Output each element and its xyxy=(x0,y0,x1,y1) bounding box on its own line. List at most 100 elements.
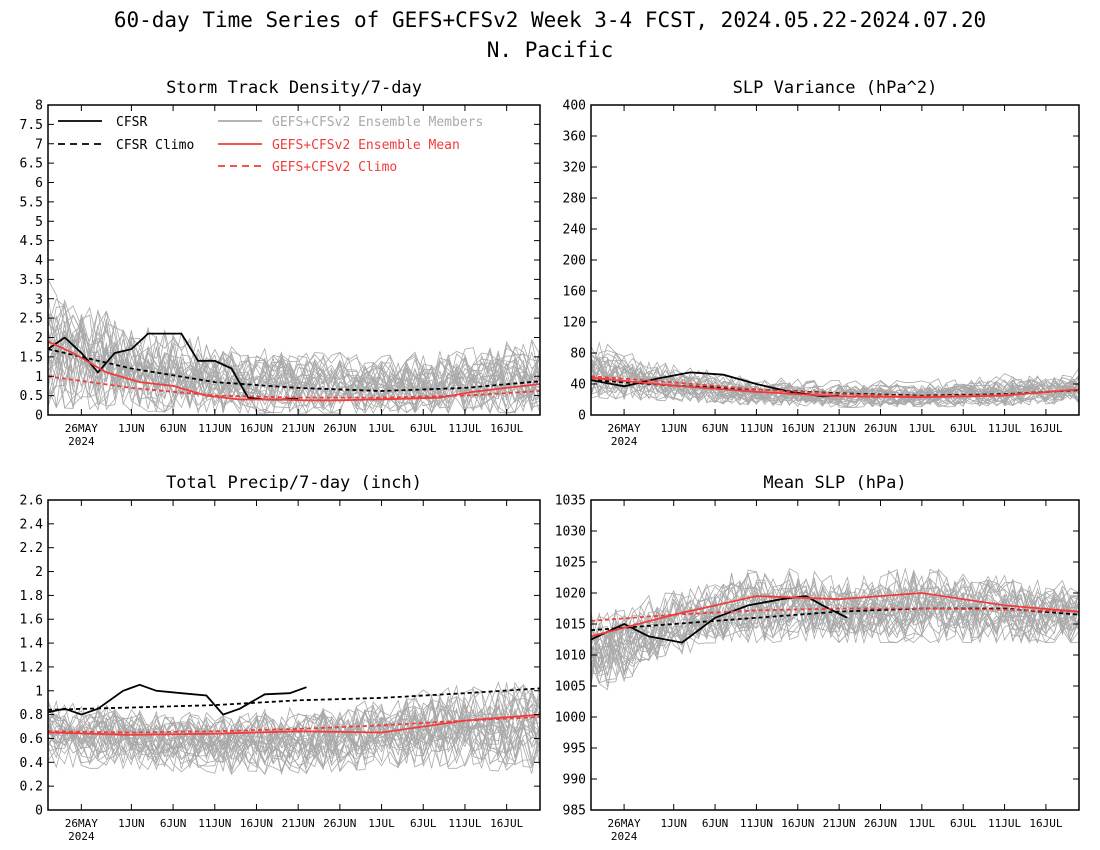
y-tick-label: 1.5 xyxy=(20,350,43,365)
y-tick-label: 1015 xyxy=(555,618,586,633)
ensemble-member-line xyxy=(47,692,541,761)
y-tick-label: 80 xyxy=(570,347,586,362)
gefs-climo-line xyxy=(47,375,541,399)
x-tick-label: 16JUL xyxy=(1029,422,1062,435)
x-tick-label: 21JUN xyxy=(282,817,315,830)
y-tick-label: 320 xyxy=(563,161,586,176)
ensemble-members xyxy=(590,341,1080,408)
gefs-climo-line xyxy=(590,607,1080,622)
ensemble-mean-line xyxy=(47,340,541,402)
y-tick-label: 4 xyxy=(35,254,43,269)
y-tick-label: 240 xyxy=(563,223,586,238)
x-tick-label: 6JUL xyxy=(950,422,977,435)
x-tick-label: 6JUL xyxy=(410,422,437,435)
x-tick-label: 6JUN xyxy=(160,817,187,830)
y-tick-label: 2.5 xyxy=(20,312,43,327)
ensemble-member-line xyxy=(590,364,1080,408)
plot-frame xyxy=(47,499,541,811)
x-tick-label: 11JUN xyxy=(198,817,231,830)
ensemble-member-line xyxy=(590,577,1080,676)
x-tick-label: 6JUL xyxy=(410,817,437,830)
legend-climo-label: GEFS+CFSv2 Climo xyxy=(272,160,397,175)
ensemble-members xyxy=(47,279,541,415)
y-tick-label: 2 xyxy=(35,565,43,580)
y-tick-label: 2 xyxy=(35,331,43,346)
x-tick-label: 26JUN xyxy=(864,422,897,435)
ensemble-member-line xyxy=(47,703,541,771)
y-tick-label: 7.5 xyxy=(20,118,43,133)
ensemble-member-line xyxy=(47,728,541,775)
ensemble-member-line xyxy=(47,681,541,755)
y-tick-label: 995 xyxy=(563,742,586,757)
x-tick-label: 26MAY xyxy=(608,817,641,830)
x-year-label: 2024 xyxy=(68,435,95,448)
ensemble-member-line xyxy=(590,346,1080,404)
x-tick-label: 21JUN xyxy=(823,817,856,830)
y-tick-label: 2.4 xyxy=(20,517,44,532)
y-tick-label: 1.8 xyxy=(20,589,43,604)
x-tick-label: 26JUN xyxy=(323,817,356,830)
y-tick-label: 6 xyxy=(35,176,43,191)
x-tick-label: 11JUN xyxy=(198,422,231,435)
y-tick-label: 5.5 xyxy=(20,195,43,210)
x-tick-label: 1JUL xyxy=(909,817,936,830)
y-tick-label: 8 xyxy=(35,99,43,114)
chart-panel-3: Total Precip/7-day (inch)00.20.40.60.811… xyxy=(20,473,541,843)
figure-title: 60-day Time Series of GEFS+CFSv2 Week 3-… xyxy=(114,8,986,32)
x-year-label: 2024 xyxy=(68,830,95,843)
legend-members-label: GEFS+CFSv2 Ensemble Members xyxy=(272,115,483,130)
x-tick-label: 1JUN xyxy=(118,422,145,435)
y-tick-label: 1.6 xyxy=(20,613,43,628)
ensemble-mean-line xyxy=(590,592,1080,638)
plot-frame xyxy=(590,104,1080,416)
y-tick-label: 280 xyxy=(563,192,586,207)
y-tick-label: 360 xyxy=(563,130,586,145)
cfsr-line xyxy=(47,683,307,716)
ensemble-member-line xyxy=(47,708,541,773)
ensemble-member-line xyxy=(590,597,1080,691)
ensemble-member-line xyxy=(47,683,541,752)
y-tick-label: 5 xyxy=(35,215,43,230)
ensemble-member-line xyxy=(47,314,541,402)
ensemble-member-line xyxy=(47,689,541,760)
x-tick-label: 6JUN xyxy=(160,422,187,435)
x-tick-label: 6JUL xyxy=(950,817,977,830)
legend-mean-label: GEFS+CFSv2 Ensemble Mean xyxy=(272,138,460,153)
panel-title: Storm Track Density/7-day xyxy=(166,78,422,98)
x-tick-label: 16JUN xyxy=(240,817,273,830)
chart-panel-2: SLP Variance (hPa^2) 0 40 80 120 160 200 240 280… xyxy=(563,78,1080,448)
x-tick-label: 26JUN xyxy=(323,422,356,435)
cfsr-climo-line xyxy=(590,607,1080,632)
panel-title: Total Precip/7-day (inch) xyxy=(166,473,422,493)
chart-panel-4: Mean SLP (hPa) 985 990 995 1000 1005 1010 1015 1… xyxy=(555,473,1080,843)
x-tick-label: 16JUL xyxy=(490,817,523,830)
cfsr-climo-line xyxy=(47,348,541,392)
x-tick-label: 16JUL xyxy=(1029,817,1062,830)
y-tick-label: 1 xyxy=(35,370,43,385)
y-tick-label: 6.5 xyxy=(20,157,43,172)
y-tick-label: 1010 xyxy=(555,649,586,664)
y-tick-label: 7 xyxy=(35,137,43,152)
x-year-label: 2024 xyxy=(611,830,638,843)
y-tick-label: 0 xyxy=(35,804,43,819)
legend-cfsr-label: CFSR xyxy=(116,115,147,130)
y-tick-label: 0 xyxy=(35,409,43,424)
y-tick-label: 160 xyxy=(563,285,586,300)
y-tick-label: 1030 xyxy=(555,525,586,540)
y-tick-label: 120 xyxy=(563,316,586,331)
x-tick-label: 16JUN xyxy=(781,422,814,435)
y-tick-label: 985 xyxy=(563,804,586,819)
x-tick-label: 6JUN xyxy=(702,422,729,435)
y-tick-label: 990 xyxy=(563,773,586,788)
ensemble-member-line xyxy=(47,718,541,776)
y-tick-label: 0.8 xyxy=(20,708,43,723)
x-tick-label: 1JUN xyxy=(660,817,687,830)
ensemble-member-line xyxy=(590,577,1080,655)
y-tick-label: 0.2 xyxy=(20,780,43,795)
y-tick-label: 1000 xyxy=(555,711,586,726)
y-tick-label: 2.6 xyxy=(20,494,43,509)
figure-subtitle: N. Pacific xyxy=(487,38,613,62)
ensemble-member-line xyxy=(47,295,541,393)
x-tick-label: 26JUN xyxy=(864,817,897,830)
